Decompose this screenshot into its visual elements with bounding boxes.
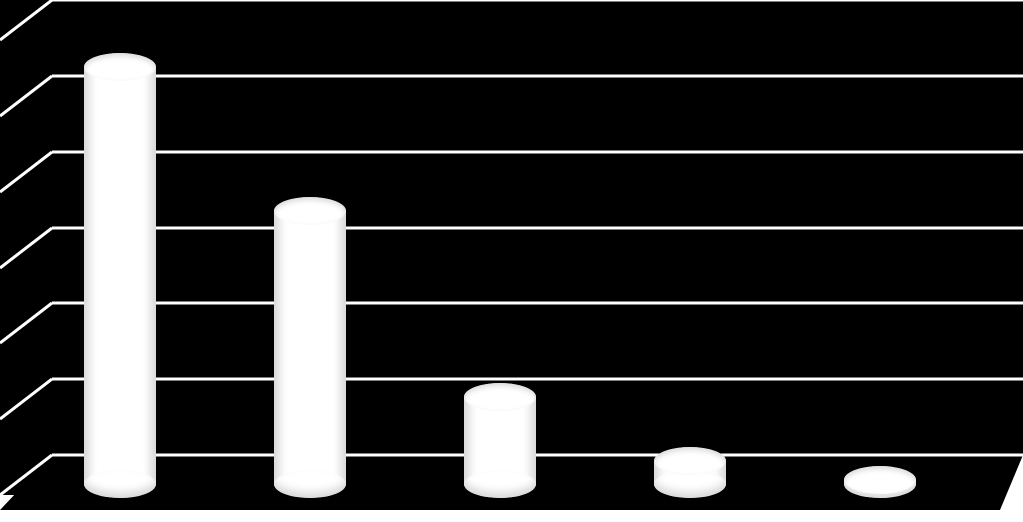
bar-1 bbox=[274, 197, 346, 498]
bar-body bbox=[84, 67, 156, 484]
gridline-side bbox=[0, 0, 52, 40]
gridline-side bbox=[0, 76, 52, 116]
gridline-side bbox=[0, 379, 52, 419]
bar-4 bbox=[844, 466, 916, 498]
bar-3 bbox=[654, 447, 726, 498]
gridline-side bbox=[0, 228, 52, 268]
bar-top-cap bbox=[464, 383, 536, 411]
bar-bottom-cap bbox=[464, 470, 536, 498]
gridline-side bbox=[0, 303, 52, 343]
bar-top-cap bbox=[84, 53, 156, 81]
bar-2 bbox=[464, 383, 536, 498]
bar-body bbox=[274, 211, 346, 484]
bar-bottom-cap bbox=[274, 470, 346, 498]
bar-top-cap bbox=[274, 197, 346, 225]
bar-0 bbox=[84, 53, 156, 498]
gridline-side bbox=[0, 152, 52, 192]
gridline-side bbox=[0, 455, 52, 495]
bar-bottom-cap bbox=[84, 470, 156, 498]
cylinder-bar-chart bbox=[0, 0, 1023, 522]
